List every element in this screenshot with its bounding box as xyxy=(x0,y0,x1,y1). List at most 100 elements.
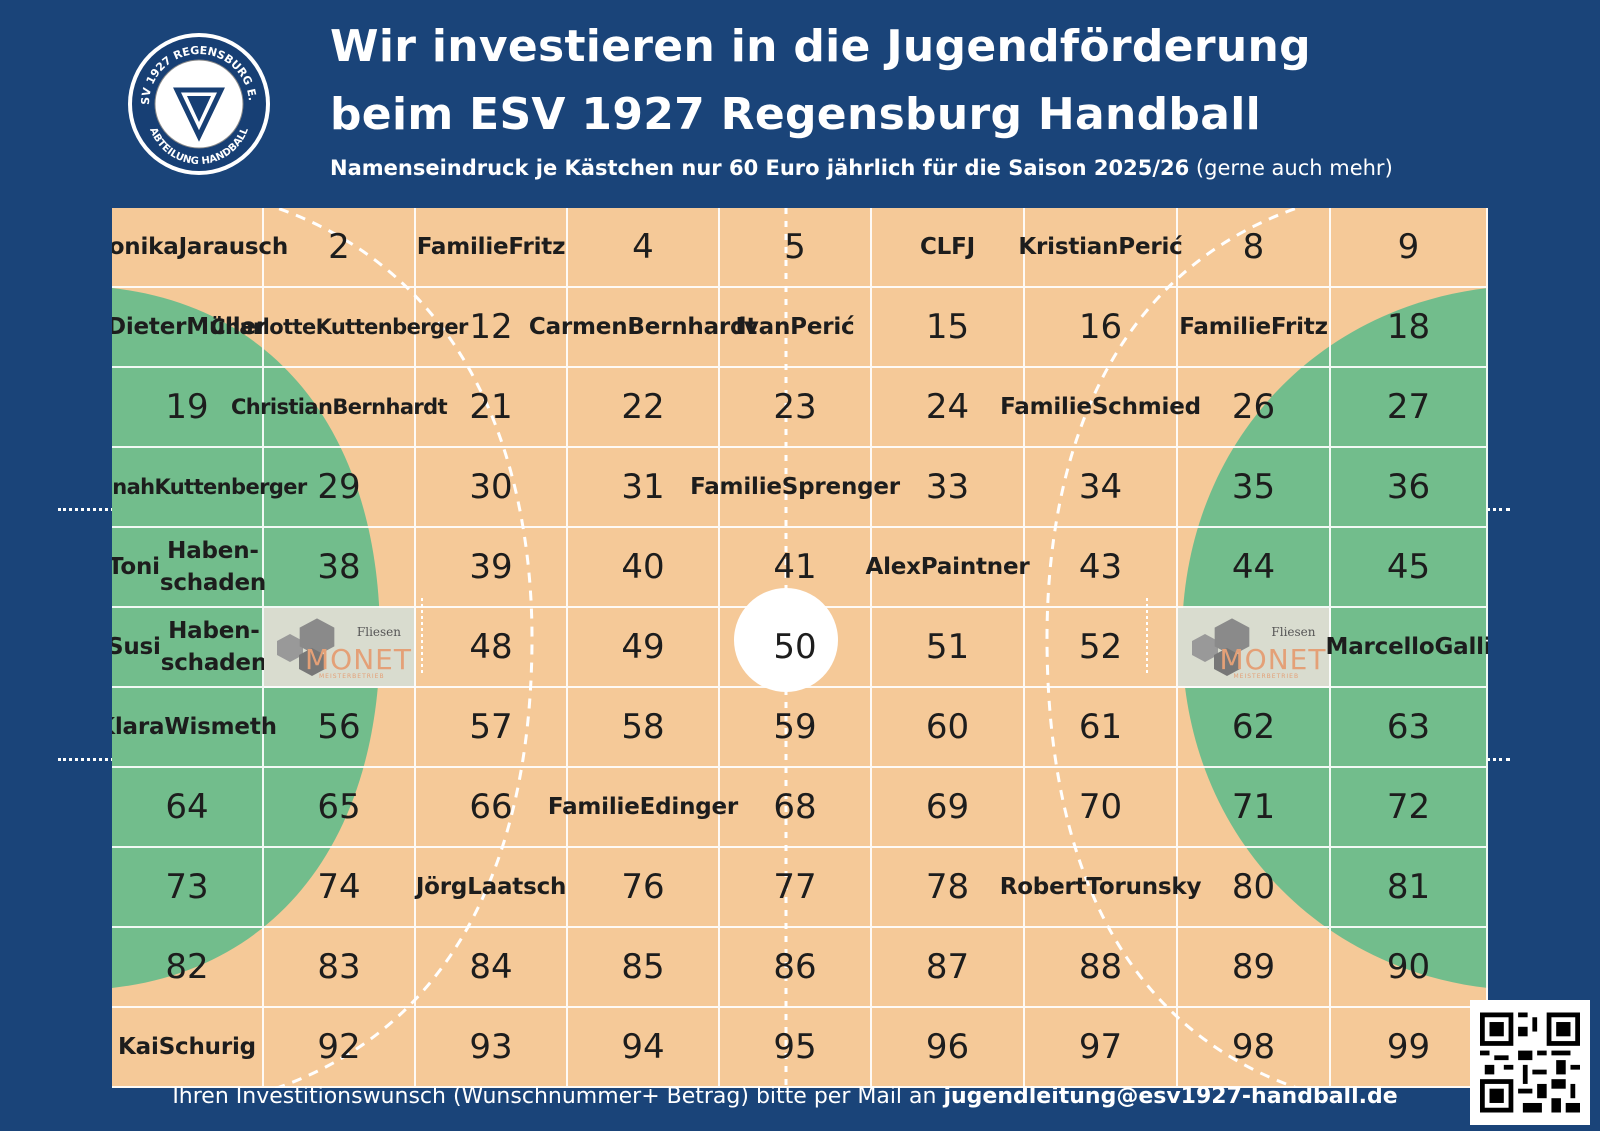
grid-cell-number: 15 xyxy=(872,288,1025,368)
qr-code[interactable] xyxy=(1470,1000,1590,1125)
grid-cell-number: 51 xyxy=(872,608,1025,688)
sponsor-small-label: Fliesen xyxy=(356,625,401,639)
sponsor-name: MONET xyxy=(305,643,412,676)
subtitle: Namenseindruck je Kästchen nur 60 Euro j… xyxy=(330,156,1393,180)
center-circle xyxy=(734,588,838,692)
grid-cell-number: 5 xyxy=(720,208,872,288)
grid-cell-number: 33 xyxy=(872,448,1025,528)
grid-cell-number: 23 xyxy=(720,368,872,448)
grid-cell-number: 26 xyxy=(1178,368,1331,448)
grid-cell-number: 69 xyxy=(872,768,1025,848)
grid-cell-donor: Kristian Perić xyxy=(1018,208,1183,288)
grid-cell-number: 84 xyxy=(416,928,568,1008)
grid-cell-donor: HannahKuttenberger xyxy=(112,448,307,528)
grid-cell-number: 57 xyxy=(416,688,568,768)
grid-cell-number: 8 xyxy=(1178,208,1331,288)
grid-cell-donor: Marcello Galli xyxy=(1326,608,1488,688)
grid-cell-number: 22 xyxy=(568,368,720,448)
grid-cell-number: 93 xyxy=(416,1008,568,1088)
grid-cell-donor: Susi Haben-schaden xyxy=(112,608,267,688)
sponsor-small-label: Fliesen xyxy=(1271,625,1316,639)
grid-cell-donor: Kai Schurig xyxy=(112,1008,264,1088)
grid-cell-number: 38 xyxy=(264,528,416,608)
contact-email[interactable]: jugendleitung@esv1927-handball.de xyxy=(943,1084,1398,1109)
sponsor-tagline: MEISTERBETRIEB xyxy=(1233,673,1300,680)
donation-grid: MonikaJarausch2FamilieFritz45CLFJKristia… xyxy=(112,208,1488,1088)
grid-cell-donor: Familie Schmied xyxy=(1000,368,1201,448)
grid-cell-number: 85 xyxy=(568,928,720,1008)
grid-cell-donor: Carmen Bernhardt xyxy=(529,288,757,368)
side-marking xyxy=(1486,508,1510,511)
sponsor-logo-graphic: Fliesen MONET MEISTERBETRIEB xyxy=(275,611,411,683)
grid-cell-number: 87 xyxy=(872,928,1025,1008)
grid-cell-number: 78 xyxy=(872,848,1025,928)
grid-cell-number: 82 xyxy=(112,928,264,1008)
grid-cell-number: 98 xyxy=(1178,1008,1331,1088)
hexagon-icon xyxy=(1214,618,1249,656)
grid-cell-number: 27 xyxy=(1331,368,1488,448)
grid-cell-number: 50 xyxy=(720,608,872,688)
grid-cell-number: 24 xyxy=(872,368,1025,448)
grid-cell-donor: CLFJ xyxy=(872,208,1025,288)
grid-cell-number: 63 xyxy=(1331,688,1488,768)
grid-cell-number: 76 xyxy=(568,848,720,928)
grid-cell-number: 36 xyxy=(1331,448,1488,528)
grid-cell-number: 56 xyxy=(264,688,416,768)
grid-cell-number: 86 xyxy=(720,928,872,1008)
footer: Ihren Investitionswunsch (Wunschnummer+ … xyxy=(0,1084,1570,1109)
right-free-throw-line xyxy=(1045,208,1303,1088)
club-logo: ESV 1927 REGENSBURG E.V. ABTEILUNG HANDB… xyxy=(127,32,272,177)
grid-cell-donor: Ivan Perić xyxy=(720,288,872,368)
grid-cell-number: 48 xyxy=(416,608,568,688)
grid-cell-number: 45 xyxy=(1331,528,1488,608)
grid-cell-number: 88 xyxy=(1025,928,1178,1008)
hexagon-icon xyxy=(299,648,325,676)
grid-cell-number: 64 xyxy=(112,768,264,848)
grid-cell-donor: KlaraWismeth xyxy=(112,688,277,768)
grid-cell-number: 81 xyxy=(1331,848,1488,928)
grid-cell-number: 44 xyxy=(1178,528,1331,608)
grid-cell-number: 90 xyxy=(1331,928,1488,1008)
grid-cell-donor: Familie Fritz xyxy=(1178,288,1331,368)
grid-cell-number: 59 xyxy=(720,688,872,768)
hexagon-icon xyxy=(277,634,303,662)
grid-cell-number: 89 xyxy=(1178,928,1331,1008)
handball-court-grid: MonikaJarausch2FamilieFritz45CLFJKristia… xyxy=(112,208,1488,1088)
hexagon-icon xyxy=(1213,648,1240,676)
grid-cell-number: 16 xyxy=(1025,288,1178,368)
grid-cell-number: 70 xyxy=(1025,768,1178,848)
grid-cell-number: 40 xyxy=(568,528,720,608)
left-free-throw-line xyxy=(271,208,534,1088)
grid-cell-number: 43 xyxy=(1025,528,1178,608)
side-marking xyxy=(58,508,114,511)
grid-cell-number: 65 xyxy=(264,768,416,848)
subtitle-rest: (gerne auch mehr) xyxy=(1189,156,1393,180)
grid-cell-number: 83 xyxy=(264,928,416,1008)
grid-cell-number: 39 xyxy=(416,528,568,608)
grid-cell-number: 41 xyxy=(720,528,872,608)
grid-cell-number: 99 xyxy=(1331,1008,1488,1088)
grid-cell-number: 96 xyxy=(872,1008,1025,1088)
left-goal-area xyxy=(112,288,380,988)
grid-cell-donor: Familie Sprenger xyxy=(690,448,900,528)
sponsor-logo-graphic: Fliesen MONET MEISTERBETRIEB xyxy=(1190,611,1325,683)
grid-cell-number: 62 xyxy=(1178,688,1331,768)
grid-cell-number: 35 xyxy=(1178,448,1331,528)
grid-cell-number: 21 xyxy=(416,368,568,448)
grid-cell-donor: Alex Paintner xyxy=(865,528,1030,608)
sponsor-logo: Fliesen MONET MEISTERBETRIEB xyxy=(264,608,416,688)
grid-cell-donor: Familie Edinger xyxy=(548,768,738,848)
grid-cell-number: 77 xyxy=(720,848,872,928)
page-title-line-1: Wir investieren in die Jugendförderung xyxy=(330,21,1311,72)
grid-cell-number: 9 xyxy=(1331,208,1488,288)
qr-code-icon xyxy=(1480,1012,1580,1113)
grid-cell-number: 80 xyxy=(1178,848,1331,928)
grid-cell-number: 74 xyxy=(264,848,416,928)
sponsor-name: MONET xyxy=(1219,643,1327,676)
grid-cell-donor: Charlotte Kuttenberger xyxy=(210,288,468,368)
grid-cell-number: 49 xyxy=(568,608,720,688)
sponsor-logo: Fliesen MONET MEISTERBETRIEB xyxy=(1178,608,1331,688)
grid-cell-number: 29 xyxy=(264,448,416,528)
grid-cell-donor: Robert Torunsky xyxy=(1000,848,1202,928)
grid-cell-number: 30 xyxy=(416,448,568,528)
